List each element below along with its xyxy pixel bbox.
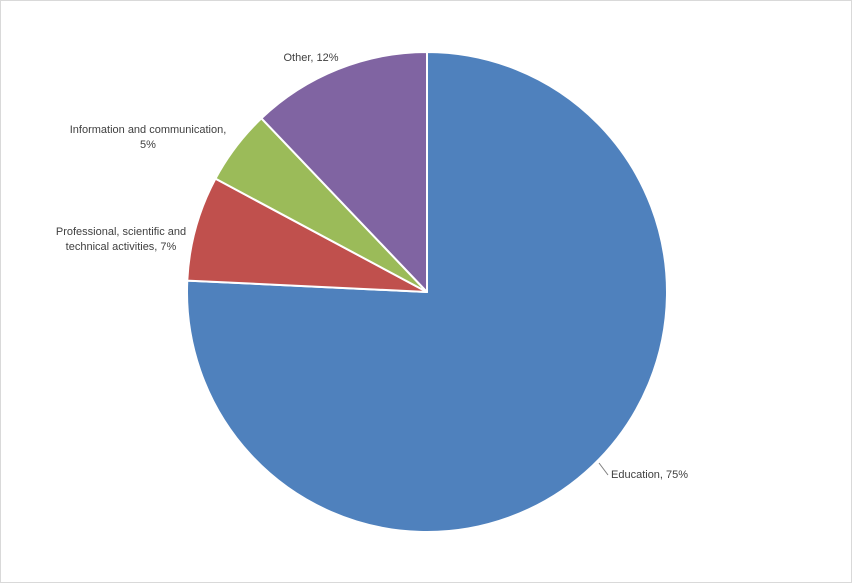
pie-slice-4 [260, 51, 428, 293]
pie-slice-2 [186, 177, 428, 293]
slice-label-line: Other, 12% [283, 52, 338, 64]
slice-label-line: Education, 75% [611, 469, 688, 481]
leader-line [598, 462, 609, 476]
slice-label-3: Information and communication, 5% [70, 124, 227, 151]
slice-label-4: Other, 12% [283, 52, 338, 64]
slice-label-line: Professional, scientific and [56, 226, 186, 238]
slice-label-2: Professional, scientific and technical ac… [56, 226, 186, 253]
slice-label-line: Information and communication, [70, 124, 227, 136]
pie-slice-1 [186, 51, 668, 533]
slice-label-1: Education, 75% [611, 469, 688, 481]
slice-label-line: technical activities, 7% [66, 241, 177, 253]
slice-label-line: 5% [140, 139, 156, 151]
